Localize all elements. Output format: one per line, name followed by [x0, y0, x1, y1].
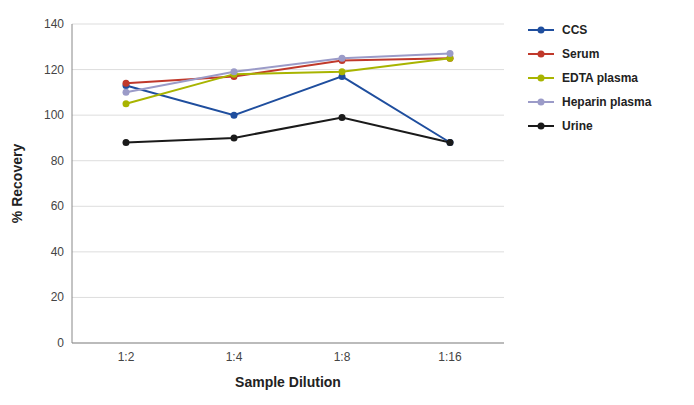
x-tick-label: 1:2 [118, 350, 135, 364]
legend-marker [538, 99, 545, 106]
chart: 0 20 40 60 80 100 120 140 1:2 1:4 1:8 1:16 Sample Di… [0, 0, 694, 405]
grid-line [72, 115, 504, 116]
chart-container: 0 20 40 60 80 100 120 140 1:2 1:4 1:8 1:16 Sample Di… [0, 0, 694, 405]
series-point [123, 89, 130, 96]
series-point [447, 139, 454, 146]
legend-marker [538, 123, 545, 130]
x-tick-label: 1:16 [438, 350, 462, 364]
grid-line [72, 343, 504, 344]
y-tick-label: 80 [51, 154, 65, 168]
legend-marker [538, 51, 545, 58]
legend-label: Urine [562, 119, 593, 133]
series-point [447, 139, 454, 146]
series-line [126, 58, 450, 83]
y-axis-line [72, 24, 73, 343]
series-line [126, 54, 450, 93]
y-tick-label: 140 [44, 17, 64, 31]
grid-line [72, 160, 504, 161]
series-point [231, 68, 238, 75]
legend-label: CCS [562, 23, 587, 37]
y-tick-label: 20 [51, 290, 65, 304]
series-point [447, 50, 454, 57]
y-tick-label: 0 [57, 336, 64, 350]
x-tick-label: 1:4 [226, 350, 243, 364]
legend-marker [538, 27, 545, 34]
grid-line [72, 206, 504, 207]
legend-label: EDTA plasma [562, 71, 638, 85]
series-point [339, 55, 346, 62]
y-tick-label: 100 [44, 108, 64, 122]
series-line [126, 117, 450, 142]
legend: CCS Serum EDTA plasma Heparin plasma Urine [528, 23, 652, 133]
grid-line [72, 297, 504, 298]
series-point [339, 114, 346, 121]
legend-label: Serum [562, 47, 599, 61]
y-tick-label: 40 [51, 245, 65, 259]
x-axis-line [72, 343, 504, 344]
grid-line [72, 251, 504, 252]
series-line [126, 76, 450, 142]
grid [72, 24, 504, 343]
x-axis-label: Sample Dilution [235, 374, 341, 390]
series-point [231, 134, 238, 141]
series-point [123, 80, 130, 87]
legend-label: Heparin plasma [562, 95, 652, 109]
series-point [231, 112, 238, 119]
series-point [123, 100, 130, 107]
series-point [123, 139, 130, 146]
plot-area [123, 50, 454, 146]
y-tick-label: 120 [44, 63, 64, 77]
legend-marker [538, 75, 545, 82]
x-tick-label: 1:8 [334, 350, 351, 364]
grid-line [72, 24, 504, 25]
y-axis-label: % Recovery [9, 144, 25, 224]
series-point [339, 68, 346, 75]
y-tick-label: 60 [51, 199, 65, 213]
